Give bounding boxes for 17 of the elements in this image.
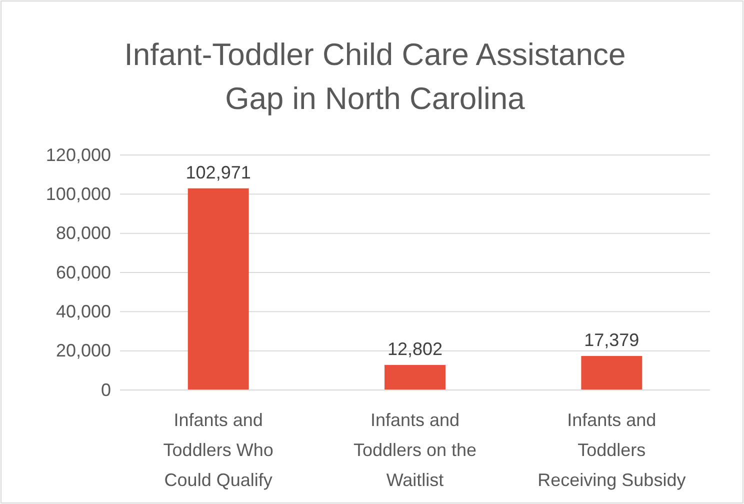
y-tick-label: 20,000 (56, 340, 111, 361)
y-tick-label: 80,000 (56, 223, 111, 244)
bar (188, 188, 249, 390)
chart-title: Infant-Toddler Child Care Assistance Gap in North Carolina (124, 37, 626, 116)
bar (384, 364, 446, 390)
bar (581, 356, 642, 390)
x-tick-label: Infants and Toddlers Receiving Subsidy (538, 410, 686, 490)
y-tick-label: 120,000 (46, 144, 111, 165)
x-tick-label: Infants and Toddlers Who Could Qualify (163, 410, 274, 490)
y-tick-label: 100,000 (46, 184, 111, 204)
y-tick-label: 60,000 (56, 262, 111, 282)
y-tick-label: 0 (100, 380, 111, 400)
data-label: 102,971 (186, 162, 251, 182)
data-label: 12,802 (387, 338, 443, 359)
x-tick-label: Infants and Toddlers on the Waitlist (353, 410, 477, 490)
data-label: 17,379 (584, 330, 640, 350)
y-tick-label: 40,000 (56, 301, 111, 322)
